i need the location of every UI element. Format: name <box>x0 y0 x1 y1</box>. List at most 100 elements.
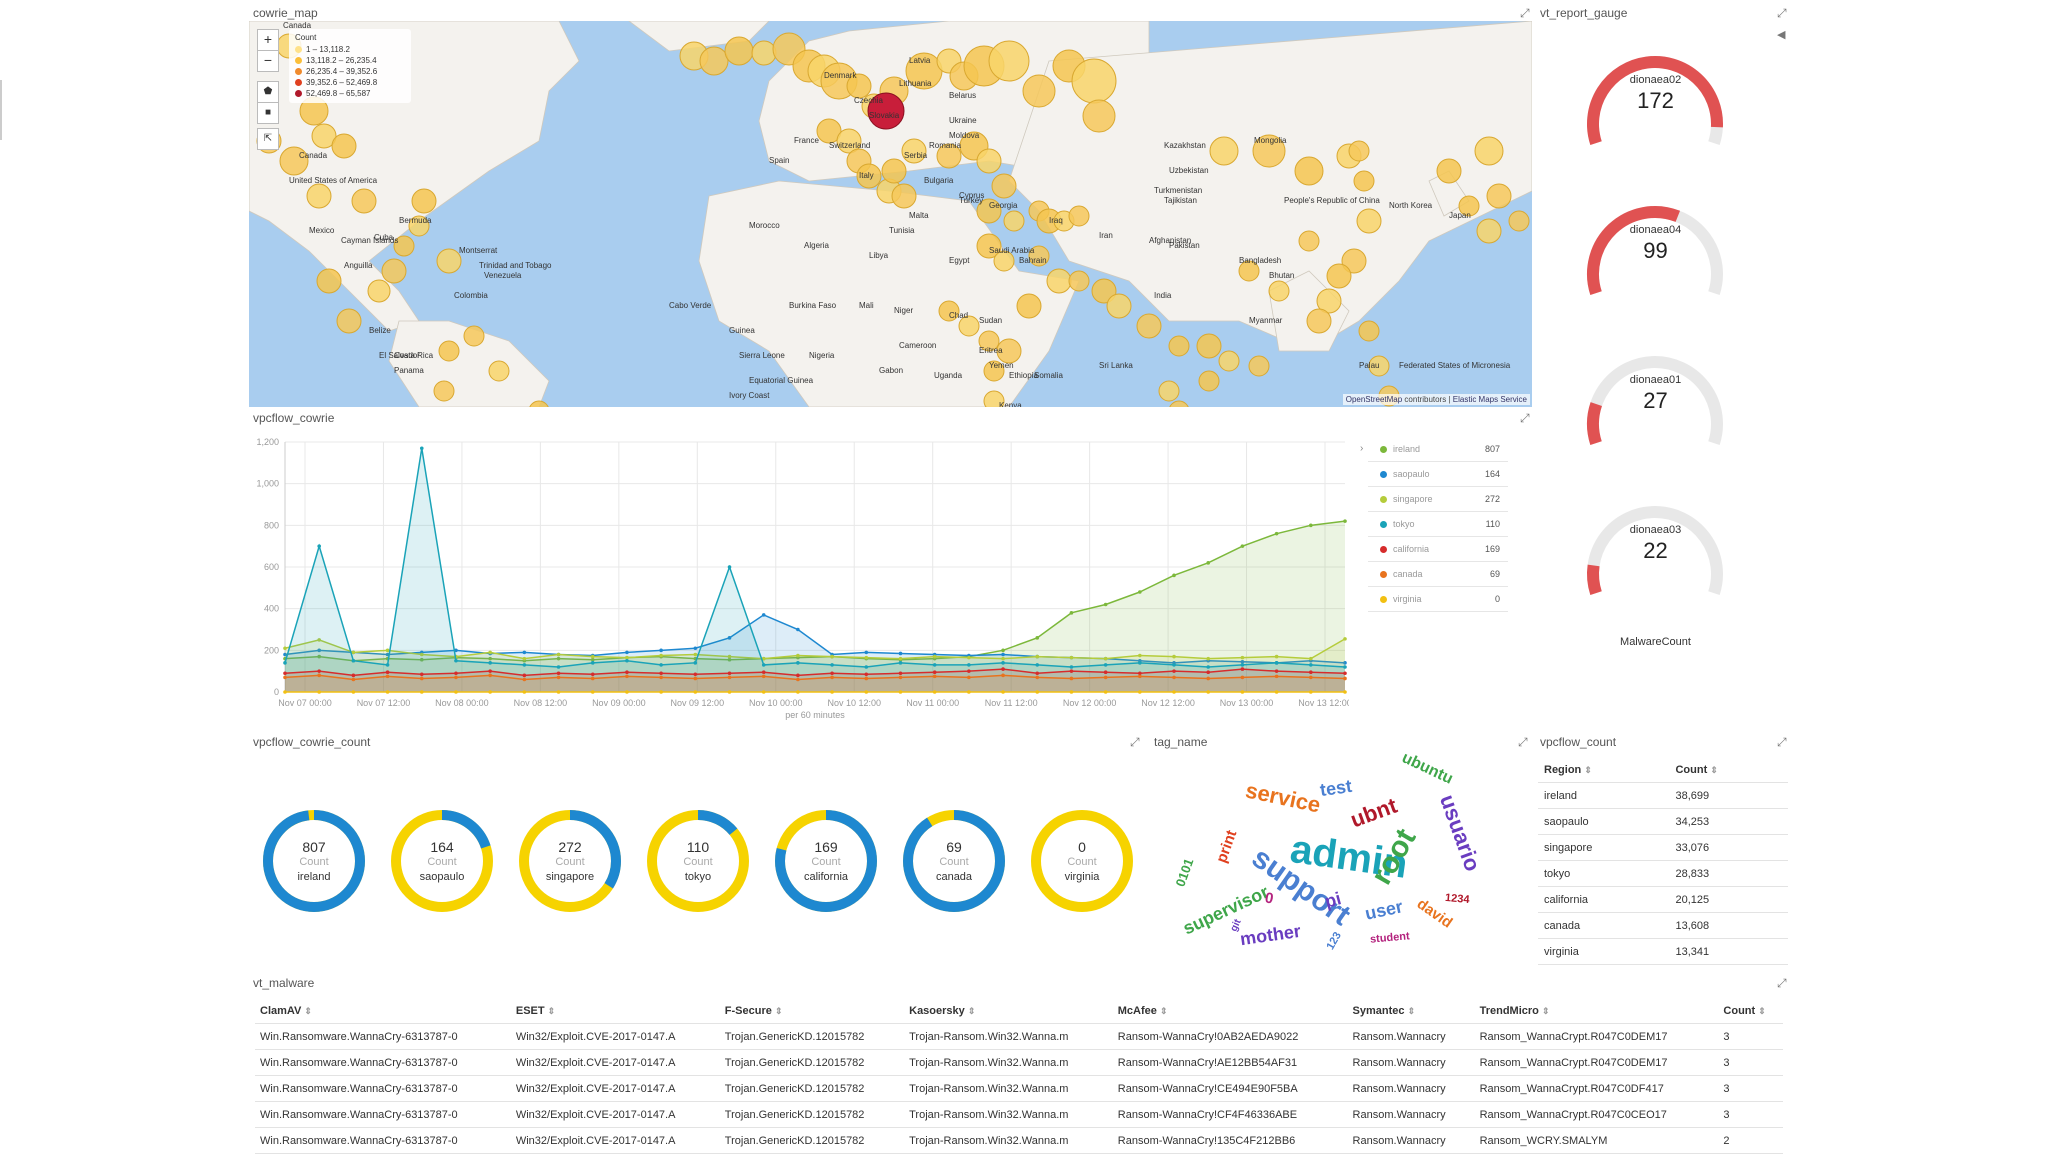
region-column-header[interactable]: Region ⇕ <box>1538 757 1670 783</box>
osm-link[interactable]: OpenStreetMap <box>1345 395 1403 404</box>
donut-ireland[interactable]: 807 Count ireland <box>258 805 370 917</box>
donut-ring <box>647 810 749 912</box>
map-country-label: Niger <box>894 306 914 315</box>
series-point <box>1309 670 1313 675</box>
sort-icon[interactable]: ⇕ <box>967 1005 976 1016</box>
tag-word[interactable]: ubuntu <box>1399 749 1456 788</box>
line-expand-icon[interactable]: ⤢ <box>1520 411 1530 425</box>
sort-icon[interactable]: ⇕ <box>1758 1005 1766 1016</box>
malware-column-header[interactable]: TrendMicro ⇕ <box>1474 998 1719 1024</box>
malware-expand-icon[interactable]: ⤢ <box>1777 976 1787 990</box>
series-point <box>967 655 971 660</box>
map-bubble <box>279 146 309 176</box>
legend-item-virginia[interactable]: virginia 0 <box>1368 587 1508 612</box>
zoom-out-button[interactable]: − <box>257 50 279 72</box>
map-bubble <box>901 138 927 164</box>
donut-name: virginia <box>1064 871 1100 883</box>
tag-word[interactable]: 0 <box>1263 889 1275 908</box>
map-bubble <box>311 123 337 149</box>
line-chart[interactable]: 0 200 400 600 800 1,000 1,200 Nov 07 00:00 Nov 0… <box>249 430 1349 730</box>
legend-item-saopaulo[interactable]: saopaulo 164 <box>1368 462 1508 487</box>
world-map[interactable]: + − ⬟ ■ ⇱ Count 1 – 13,118.2 13,118.2 – 2… <box>249 21 1532 407</box>
series-point <box>419 672 424 677</box>
series-tokyo <box>283 446 1347 692</box>
x-tick-label: Nov 13 00:00 <box>1220 698 1274 708</box>
sort-icon[interactable]: ⇕ <box>1541 1005 1550 1016</box>
tag-word[interactable]: 1234 <box>1444 891 1470 907</box>
series-point <box>385 674 390 679</box>
donut-singapore[interactable]: 272 Count singapore <box>514 805 626 917</box>
tag-word[interactable]: student <box>1369 930 1411 946</box>
tag-word[interactable]: 123 <box>1324 930 1344 952</box>
cloud-expand-icon[interactable]: ⤢ <box>1518 735 1528 749</box>
series-point <box>625 674 629 679</box>
tag-word[interactable]: 0101 <box>1172 856 1197 889</box>
malware-column-header[interactable]: McAfee ⇕ <box>1112 998 1348 1024</box>
map-country-label: Bermuda <box>399 216 432 225</box>
map-bubble <box>1353 170 1375 192</box>
series-point <box>1069 676 1074 681</box>
malware-column-header[interactable]: Count ⇕ <box>1718 998 1783 1024</box>
donut-expand-icon[interactable]: ⤢ <box>1130 735 1140 749</box>
gauge-expand-icon[interactable]: ⤢ <box>1777 6 1787 20</box>
tag-word[interactable]: user <box>1363 896 1405 924</box>
draw-polygon-icon[interactable]: ⬟ <box>257 81 279 103</box>
tag-word[interactable]: service <box>1243 777 1323 818</box>
sort-icon[interactable]: ⇕ <box>547 1005 556 1016</box>
map-expand-icon[interactable]: ⤢ <box>1520 6 1530 20</box>
sort-icon[interactable]: ⇕ <box>1407 1005 1416 1016</box>
legend-item-canada[interactable]: canada 69 <box>1368 562 1508 587</box>
donut-value: 164 <box>430 839 454 855</box>
map-country-label: People's Republic of China <box>1284 196 1380 205</box>
tag-word[interactable]: mother <box>1238 920 1303 950</box>
donut-canada[interactable]: 69 Count canada <box>898 805 1010 917</box>
draw-rectangle-icon[interactable]: ■ <box>257 102 279 124</box>
count-column-header[interactable]: Count ⇕ <box>1669 757 1788 783</box>
y-tick-label: 200 <box>264 645 279 655</box>
malware-column-header[interactable]: Kasoersky ⇕ <box>904 998 1113 1024</box>
malware-cell: 3 <box>1718 1049 1783 1076</box>
gauge-dionaea02: dionaea02 172 <box>1573 36 1738 146</box>
legend-toggle-chevron-icon[interactable]: › <box>1360 443 1364 454</box>
legend-item-singapore[interactable]: singapore 272 <box>1368 487 1508 512</box>
fit-bounds-icon[interactable]: ⇱ <box>257 128 279 150</box>
donut-name: saopaulo <box>419 871 465 883</box>
gauge-fill <box>1587 56 1723 146</box>
ems-link[interactable]: Elastic Maps Service <box>1452 395 1527 404</box>
gauge-toggle-icon[interactable]: ◀ <box>1777 29 1786 41</box>
donut-virginia[interactable]: 0 Count virginia <box>1026 805 1138 917</box>
sort-icon[interactable]: ⇕ <box>1159 1005 1168 1016</box>
legend-item-tokyo[interactable]: tokyo 110 <box>1368 512 1508 537</box>
series-point <box>796 690 800 694</box>
tag-word[interactable]: usuario <box>1434 791 1486 875</box>
malware-column-header[interactable]: Symantec ⇕ <box>1347 998 1475 1024</box>
map-country-label: Gabon <box>879 366 904 375</box>
series-point <box>1343 637 1347 641</box>
legend-item-ireland[interactable]: ireland 807 <box>1368 437 1508 462</box>
map-bubble <box>1136 313 1162 339</box>
gauge-dionaea03: dionaea03 22 <box>1573 486 1738 596</box>
sort-icon[interactable]: ⇕ <box>774 1005 783 1016</box>
tag-word[interactable]: test <box>1318 775 1354 801</box>
zoom-in-button[interactable]: + <box>257 29 279 51</box>
tag-word[interactable]: print <box>1212 827 1241 866</box>
malware-column-header[interactable]: ESET ⇕ <box>510 998 720 1024</box>
map-country-label: Bhutan <box>1269 271 1295 280</box>
map-bubble-max <box>867 92 905 130</box>
donut-california[interactable]: 169 Count california <box>770 805 882 917</box>
donut-ring <box>391 810 493 912</box>
series-point <box>796 677 800 682</box>
malware-column-header[interactable]: F-Secure ⇕ <box>719 998 905 1024</box>
series-california <box>283 667 1347 692</box>
series-point <box>932 663 937 667</box>
map-country-label: Bulgaria <box>924 176 954 185</box>
legend-item-california[interactable]: california 169 <box>1368 537 1508 562</box>
sort-icon[interactable]: ⇕ <box>304 1005 312 1016</box>
malware-column-header[interactable]: ClamAV ⇕ <box>255 998 511 1024</box>
donut-tokyo[interactable]: 110 Count tokyo <box>642 805 754 917</box>
region-expand-icon[interactable]: ⤢ <box>1777 735 1787 749</box>
map-country-label: Saudi Arabia <box>989 246 1035 255</box>
series-point <box>659 690 663 694</box>
donut-saopaulo[interactable]: 164 Count saopaulo <box>386 805 498 917</box>
series-point <box>317 638 321 642</box>
